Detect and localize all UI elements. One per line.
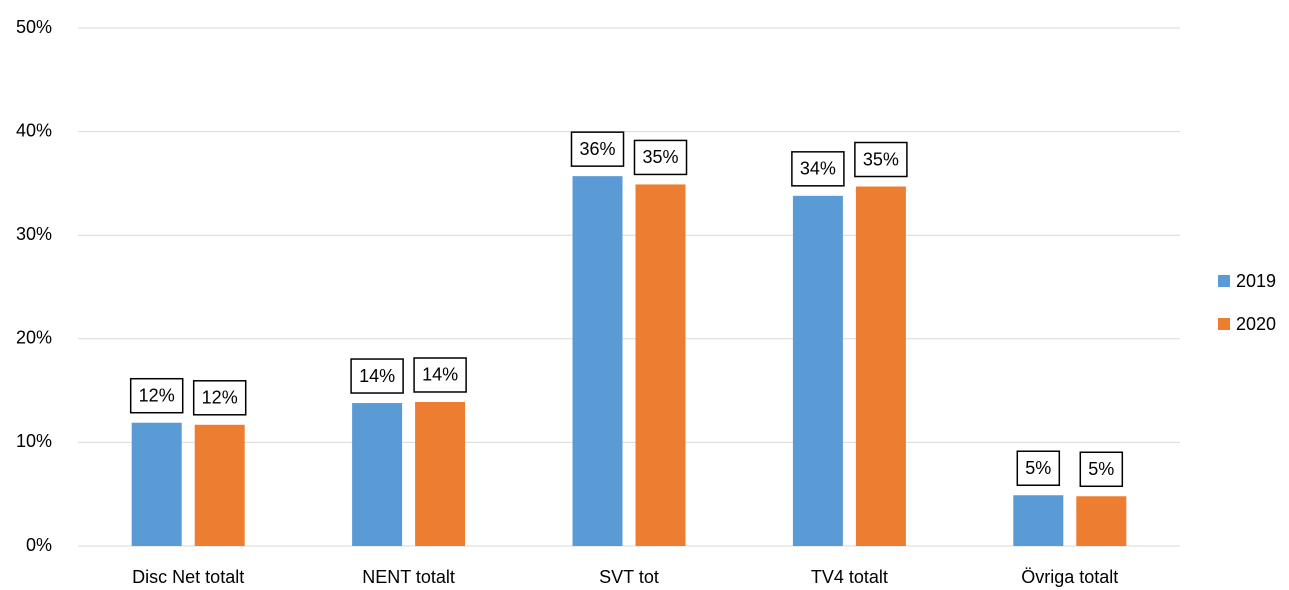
data-label: 5% xyxy=(1025,458,1051,478)
bar xyxy=(572,176,623,546)
bar xyxy=(131,422,182,546)
legend-label: 2019 xyxy=(1236,271,1276,291)
data-label: 14% xyxy=(422,365,458,385)
data-label: 5% xyxy=(1088,459,1114,479)
data-label: 12% xyxy=(202,388,238,408)
data-label-box xyxy=(854,141,908,178)
bar xyxy=(635,184,686,546)
data-label-box xyxy=(413,357,467,393)
bar xyxy=(792,195,843,546)
data-label: 35% xyxy=(863,149,899,169)
data-label-box xyxy=(791,151,845,187)
data-label: 36% xyxy=(579,139,615,159)
bar xyxy=(194,424,245,546)
y-tick-label: 10% xyxy=(16,431,52,451)
x-tick-label: TV4 totalt xyxy=(811,567,888,587)
data-label: 12% xyxy=(139,385,175,405)
data-label-box xyxy=(192,380,247,416)
data-label-box xyxy=(129,377,184,414)
data-label-box xyxy=(1079,451,1124,488)
legend-swatch xyxy=(1218,275,1230,287)
bar xyxy=(352,403,403,546)
legend-label: 2020 xyxy=(1236,314,1276,334)
y-tick-label: 30% xyxy=(16,224,52,244)
x-tick-label: Disc Net totalt xyxy=(132,567,244,587)
data-label: 34% xyxy=(800,159,836,179)
data-label-box xyxy=(633,139,688,176)
bar xyxy=(1076,496,1127,546)
y-tick-label: 20% xyxy=(16,328,52,348)
data-label-box xyxy=(570,131,625,167)
bar xyxy=(1013,495,1064,546)
data-label: 14% xyxy=(359,366,395,386)
y-tick-label: 0% xyxy=(26,535,52,555)
legend-swatch xyxy=(1218,318,1230,330)
data-label-box xyxy=(1016,450,1061,486)
x-tick-label: SVT tot xyxy=(599,567,659,587)
data-label-box xyxy=(350,358,404,394)
bar xyxy=(415,401,466,546)
data-label: 35% xyxy=(642,147,678,167)
bar xyxy=(855,186,906,546)
y-tick-label: 50% xyxy=(16,17,52,37)
x-tick-label: Övriga totalt xyxy=(1021,567,1118,587)
x-tick-label: NENT totalt xyxy=(362,567,455,587)
y-tick-label: 40% xyxy=(16,120,52,140)
